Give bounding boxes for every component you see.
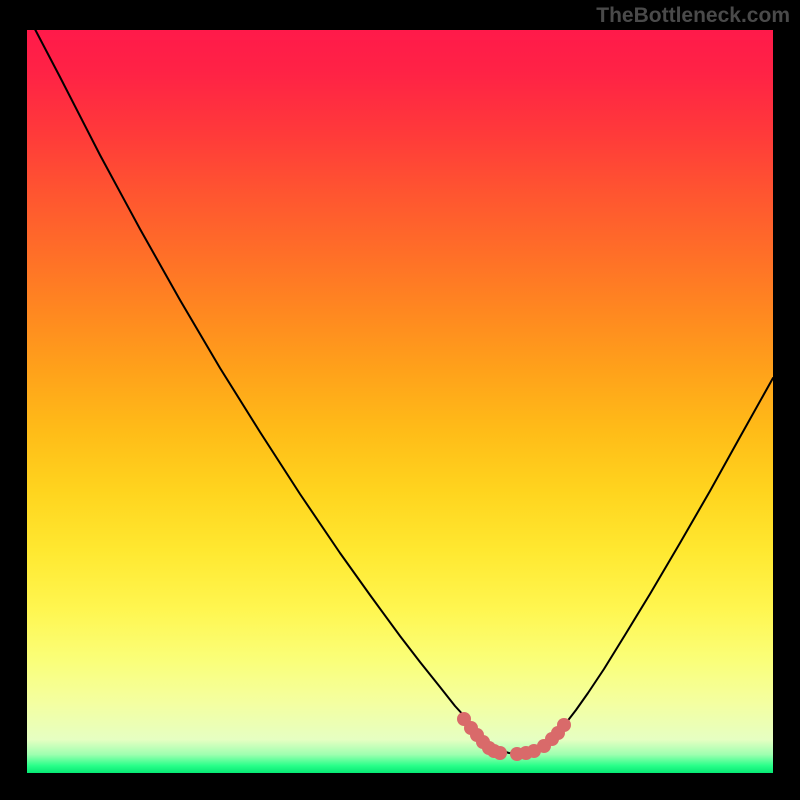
plot-background xyxy=(27,30,773,773)
watermark-text: TheBottleneck.com xyxy=(596,4,790,28)
plot-area xyxy=(27,30,773,773)
chart-root: TheBottleneck.com xyxy=(0,0,800,800)
